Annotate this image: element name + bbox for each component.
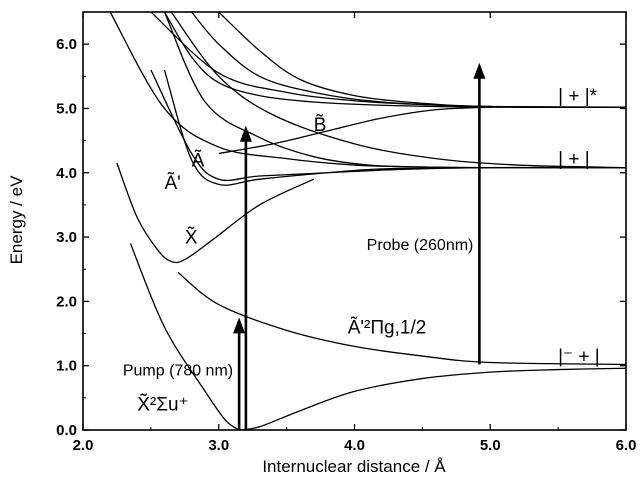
transition-arrow-head xyxy=(473,62,486,79)
probe-label: Probe (260nm) xyxy=(367,237,474,254)
potential-curve-5 xyxy=(163,69,491,186)
x-tick-label: 2.0 xyxy=(73,437,94,454)
x-tick-label: 3.0 xyxy=(208,437,229,454)
potential-curve-11 xyxy=(218,12,626,108)
y-tick-label: 0.0 xyxy=(56,422,77,439)
state-label: | + | xyxy=(558,149,590,170)
potential-curve-0 xyxy=(239,367,626,430)
x-tick-label: 4.0 xyxy=(344,437,365,454)
state-label: Ã'²Πg,1/2 xyxy=(348,317,427,339)
y-tick-label: 2.0 xyxy=(56,293,77,310)
transition-arrows: Pump (780 nm) Probe (260nm) xyxy=(123,62,486,430)
y-axis-label: Energy / eV xyxy=(7,175,26,264)
potential-curve-10 xyxy=(150,12,626,108)
potential-curve-13 xyxy=(163,12,626,169)
pump-label: Pump (780 nm) xyxy=(123,362,233,379)
x-tick-label: 6.0 xyxy=(616,437,637,454)
state-label: | + |* xyxy=(558,86,598,107)
x-axis-label: Internuclear distance / Å xyxy=(262,457,446,476)
potential-curve-12 xyxy=(170,12,626,169)
potential-curves xyxy=(109,12,626,430)
y-tick-label: 1.0 xyxy=(56,358,77,375)
transition-arrow-head xyxy=(233,317,246,334)
y-tick-label: 3.0 xyxy=(56,229,77,246)
state-label: B̃ xyxy=(314,114,327,136)
potential-curve-1 xyxy=(129,243,240,430)
plot-frame xyxy=(82,11,627,431)
state-label: |⁻ + | xyxy=(558,346,600,367)
y-tick-label: 4.0 xyxy=(56,165,77,182)
y-tick-label: 6.0 xyxy=(56,36,77,53)
potential-curve-7 xyxy=(218,106,491,155)
potential-curve-4 xyxy=(150,69,626,182)
state-label: Ã xyxy=(192,149,205,171)
x-tick-label: 5.0 xyxy=(480,437,501,454)
potential-curve-3 xyxy=(116,162,315,264)
transition-arrow-head xyxy=(239,125,252,142)
axis-ticks: 2.0 3.0 4.0 5.0 6.0 0.0 1.0 2.0 3.0 4.0 5.0 6.0 xyxy=(56,12,636,454)
state-label: X̃²Σu⁺ xyxy=(137,394,188,416)
state-label: X̃ xyxy=(185,226,198,248)
y-tick-label: 5.0 xyxy=(56,100,77,117)
state-label: Ã' xyxy=(164,172,180,194)
potential-curve-2 xyxy=(177,271,626,366)
state-labels: X̃²Σu⁺ X̃ Ã' Ã B̃ Ã'²Πg,1/2 | + |* | + | |⁻ + | xyxy=(137,86,599,416)
